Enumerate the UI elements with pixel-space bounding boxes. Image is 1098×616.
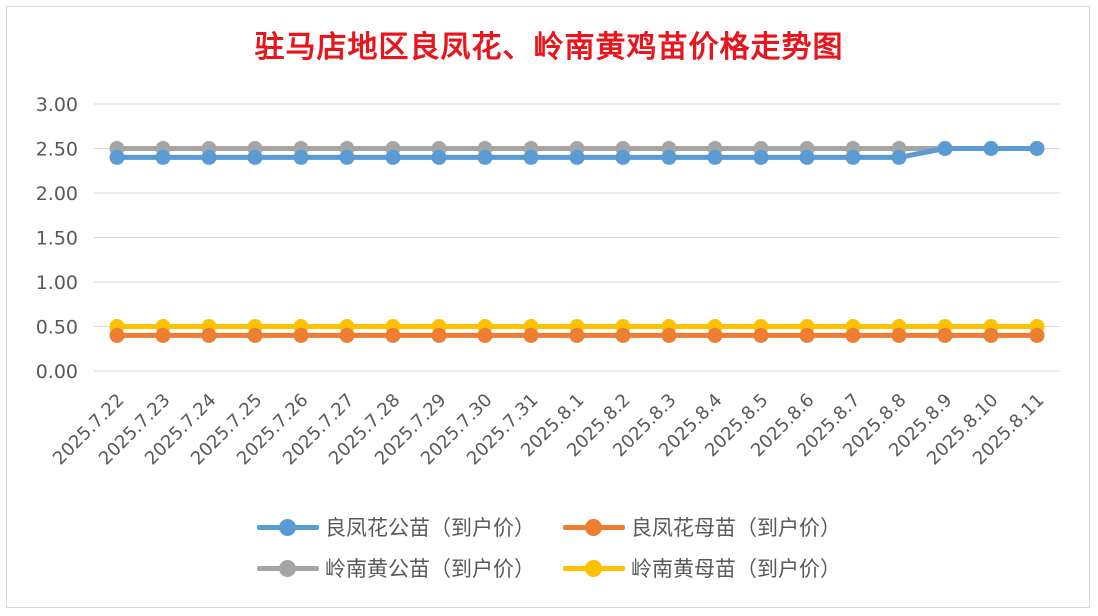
series-1-point-5	[339, 327, 355, 343]
series-1-point-8	[477, 327, 493, 343]
series-0-point-9	[523, 149, 539, 165]
legend-label-0: 良凤花公苗（到户价）	[325, 516, 535, 540]
legend-item-1: 良凤花母苗（到户价）	[563, 512, 841, 542]
chart-plot: 0.000.501.001.502.002.503.002025.7.22202…	[36, 94, 1060, 469]
series-1-point-11	[615, 327, 631, 343]
series-0-point-19	[983, 141, 999, 156]
series-1-point-6	[385, 327, 401, 343]
series-0-point-11	[615, 149, 631, 165]
series-1-point-3	[247, 327, 263, 343]
series-0-point-17	[891, 149, 907, 165]
series-1-point-16	[845, 327, 861, 343]
legend-row-2: 岭南黄公苗（到户价） 岭南黄母苗（到户价）	[0, 553, 1098, 583]
legend-label-1: 良凤花母苗（到户价）	[631, 516, 841, 540]
series-1-point-15	[799, 327, 815, 343]
series-1-point-19	[983, 327, 999, 343]
legend-swatch-3	[563, 558, 625, 578]
legend: 良凤花公苗（到户价） 良凤花母苗（到户价）	[0, 512, 1098, 542]
legend-swatch-1	[563, 517, 625, 537]
series-1-point-0	[109, 327, 125, 343]
series-0-point-16	[845, 149, 861, 165]
series-0-point-15	[799, 149, 815, 165]
series-0-point-0	[109, 149, 125, 165]
legend-item-0: 良凤花公苗（到户价）	[257, 512, 535, 542]
series-0-point-5	[339, 149, 355, 165]
series-1-point-12	[661, 327, 677, 343]
series-0-point-7	[431, 149, 447, 165]
y-tick-label-3: 1.50	[36, 228, 78, 250]
y-tick-label-1: 0.50	[36, 317, 78, 339]
series-0-point-13	[707, 149, 723, 165]
series-1-point-20	[1029, 327, 1045, 343]
chart-title: 驻马店地区良凤花、岭南黄鸡苗价格走势图	[254, 30, 844, 65]
y-tick-label-6: 3.00	[36, 94, 78, 116]
series-0-point-1	[155, 149, 171, 165]
series-0-point-4	[293, 149, 309, 165]
series-0-point-18	[937, 141, 953, 156]
legend-label-3: 岭南黄母苗（到户价）	[631, 557, 841, 581]
legend-label-2: 岭南黄公苗（到户价）	[325, 557, 535, 581]
legend-swatch-2	[257, 558, 319, 578]
series-1-point-13	[707, 327, 723, 343]
series-1-point-17	[891, 327, 907, 343]
series-0-point-8	[477, 149, 493, 165]
series-1-point-10	[569, 327, 585, 343]
y-tick-label-4: 2.00	[36, 183, 78, 205]
series-1-point-9	[523, 327, 539, 343]
series-0-point-6	[385, 149, 401, 165]
legend-item-2: 岭南黄公苗（到户价）	[257, 553, 535, 583]
y-tick-label-2: 1.00	[36, 272, 78, 294]
series-0-point-20	[1029, 141, 1045, 156]
series-1-point-1	[155, 327, 171, 343]
series-1-point-4	[293, 327, 309, 343]
series-1-point-2	[201, 327, 217, 343]
series-0-point-12	[661, 149, 677, 165]
series-1-point-7	[431, 327, 447, 343]
series-0-point-10	[569, 149, 585, 165]
series-0-point-2	[201, 149, 217, 165]
series-0-point-14	[753, 149, 769, 165]
series-1-point-18	[937, 327, 953, 343]
y-tick-label-5: 2.50	[36, 139, 78, 161]
legend-swatch-0	[257, 517, 319, 537]
series-1-point-14	[753, 327, 769, 343]
y-tick-label-0: 0.00	[36, 361, 78, 383]
series-0-point-3	[247, 149, 263, 165]
chart-frame	[6, 6, 1090, 608]
legend-item-3: 岭南黄母苗（到户价）	[563, 553, 841, 583]
